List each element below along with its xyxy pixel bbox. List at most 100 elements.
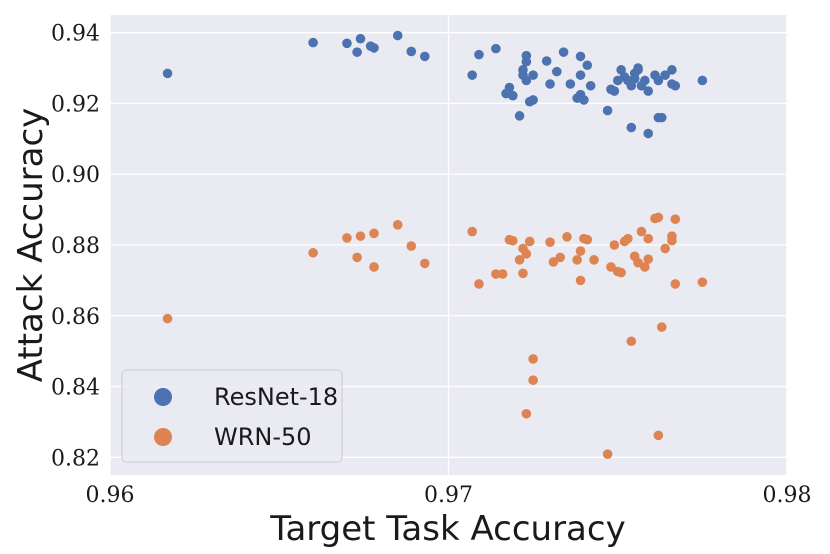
point-resnet-18 — [162, 68, 173, 79]
legend-label-wrn-50: WRN-50 — [214, 423, 312, 451]
y-tick-labels: 0.82 0.84 0.86 0.88 0.90 0.92 0.94 — [51, 22, 100, 472]
point-resnet-18 — [504, 82, 515, 93]
point-wrn-50 — [572, 255, 582, 265]
point-resnet-18 — [467, 70, 477, 80]
point-resnet-18 — [521, 75, 532, 86]
data-points — [162, 30, 708, 459]
point-wrn-50 — [656, 322, 667, 332]
grid-lines — [109, 15, 788, 475]
x-tick-label: 0.98 — [763, 483, 812, 508]
point-wrn-50 — [474, 279, 484, 289]
y-tick-label: 0.90 — [51, 163, 100, 188]
y-tick-label: 0.94 — [51, 22, 100, 47]
point-wrn-50 — [555, 252, 566, 263]
point-wrn-50 — [355, 231, 366, 241]
point-resnet-18 — [643, 128, 654, 139]
legend-box — [121, 369, 343, 463]
point-wrn-50 — [308, 247, 318, 258]
point-resnet-18 — [633, 63, 643, 73]
legend: ResNet-18 WRN-50 — [121, 369, 343, 463]
point-resnet-18 — [491, 43, 501, 54]
point-resnet-18 — [629, 73, 640, 84]
point-resnet-18 — [626, 122, 637, 133]
legend-label-resnet-18: ResNet-18 — [214, 383, 338, 411]
point-resnet-18 — [514, 111, 525, 121]
point-resnet-18 — [392, 30, 403, 41]
point-resnet-18 — [528, 70, 538, 80]
point-wrn-50 — [589, 255, 599, 265]
point-resnet-18 — [545, 79, 555, 89]
point-resnet-18 — [585, 80, 596, 91]
x-tick-label: 0.97 — [424, 483, 473, 508]
y-tick-label: 0.92 — [51, 92, 100, 117]
point-resnet-18 — [602, 105, 613, 116]
point-resnet-18 — [653, 75, 664, 86]
point-wrn-50 — [562, 232, 572, 242]
point-resnet-18 — [420, 51, 430, 62]
point-resnet-18 — [579, 95, 589, 105]
point-wrn-50 — [342, 233, 352, 243]
point-resnet-18 — [667, 65, 677, 75]
point-wrn-50 — [602, 449, 613, 459]
point-resnet-18 — [541, 56, 552, 66]
point-wrn-50 — [575, 246, 586, 256]
point-wrn-50 — [521, 249, 532, 259]
point-resnet-18 — [552, 66, 562, 77]
point-resnet-18 — [518, 65, 528, 75]
point-wrn-50 — [653, 430, 664, 441]
point-resnet-18 — [406, 46, 417, 57]
point-wrn-50 — [467, 226, 477, 237]
point-resnet-18 — [656, 112, 667, 123]
point-resnet-18 — [308, 37, 318, 48]
point-wrn-50 — [420, 258, 430, 269]
point-wrn-50 — [162, 313, 173, 324]
point-resnet-18 — [508, 90, 518, 101]
legend-marker-resnet-18 — [154, 388, 172, 406]
point-resnet-18 — [643, 86, 654, 96]
point-wrn-50 — [626, 336, 637, 347]
point-resnet-18 — [369, 43, 379, 53]
point-resnet-18 — [342, 38, 352, 49]
point-wrn-50 — [606, 262, 616, 272]
point-wrn-50 — [406, 241, 417, 251]
point-wrn-50 — [528, 375, 538, 385]
legend-marker-wrn-50 — [154, 428, 172, 446]
point-wrn-50 — [369, 262, 379, 272]
point-wrn-50 — [497, 269, 508, 279]
point-resnet-18 — [640, 75, 650, 86]
point-wrn-50 — [369, 228, 379, 239]
point-wrn-50 — [548, 257, 559, 267]
point-wrn-50 — [518, 268, 528, 279]
point-wrn-50 — [524, 236, 535, 247]
point-wrn-50 — [640, 262, 650, 272]
y-tick-label: 0.84 — [51, 376, 100, 401]
point-wrn-50 — [697, 277, 708, 287]
x-tick-labels: 0.96 0.97 0.98 — [86, 483, 812, 508]
point-wrn-50 — [667, 231, 677, 241]
point-wrn-50 — [643, 254, 654, 264]
y-tick-label: 0.88 — [51, 234, 100, 259]
point-wrn-50 — [582, 234, 593, 245]
point-wrn-50 — [352, 252, 362, 263]
point-resnet-18 — [575, 70, 586, 80]
point-resnet-18 — [355, 33, 366, 44]
point-resnet-18 — [352, 47, 362, 57]
point-resnet-18 — [521, 50, 532, 61]
point-resnet-18 — [697, 75, 708, 86]
point-wrn-50 — [528, 354, 538, 364]
y-axis-title: Attack Accuracy — [11, 108, 51, 383]
y-tick-label: 0.86 — [51, 305, 100, 330]
point-wrn-50 — [643, 233, 654, 244]
point-wrn-50 — [575, 275, 586, 286]
point-wrn-50 — [623, 233, 633, 244]
point-wrn-50 — [616, 267, 626, 278]
point-resnet-18 — [474, 49, 484, 60]
point-wrn-50 — [392, 220, 403, 230]
point-wrn-50 — [508, 235, 518, 246]
point-resnet-18 — [609, 86, 620, 96]
point-wrn-50 — [660, 243, 670, 254]
point-wrn-50 — [491, 269, 501, 279]
point-wrn-50 — [514, 255, 525, 265]
point-wrn-50 — [545, 237, 555, 247]
